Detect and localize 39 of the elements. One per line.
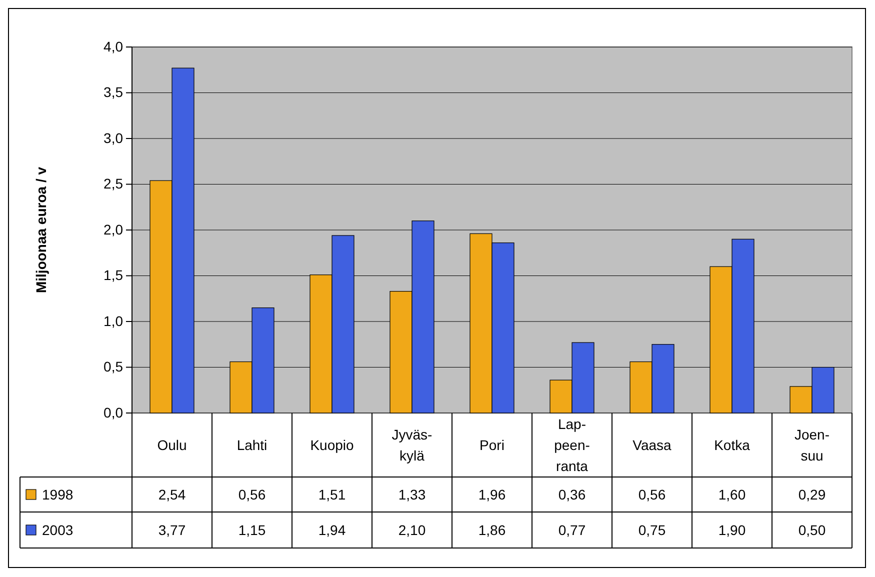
data-label: 1,90	[718, 522, 746, 538]
y-tick-label: 3,0	[104, 130, 124, 146]
data-label: 1,94	[318, 522, 346, 538]
data-label: 0,36	[558, 486, 586, 502]
data-label: 0,29	[798, 486, 826, 502]
data-label: 0,50	[798, 522, 826, 538]
x-tick-label: Jyväs-kylä	[392, 426, 433, 464]
data-label: 0,56	[238, 486, 266, 502]
y-tick-label: 1,5	[104, 267, 124, 284]
y-tick-label: 3,5	[104, 84, 124, 100]
data-label: 1,96	[478, 486, 506, 502]
x-tick-label: Kuopio	[310, 437, 354, 453]
data-label: 1,33	[398, 486, 426, 502]
x-tick-label: Vaasa	[632, 437, 672, 453]
y-tick-label: 4,0	[104, 38, 124, 54]
y-tick-label: 1,0	[104, 312, 124, 329]
legend-label: 2003	[42, 522, 74, 538]
data-label: 1,51	[318, 486, 346, 502]
data-label: 2,54	[158, 486, 186, 502]
x-tick-label: Oulu	[157, 437, 187, 453]
data-label: 1,60	[718, 486, 746, 502]
data-label: 0,77	[558, 522, 586, 538]
data-label: 3,77	[158, 522, 186, 538]
x-tick-label: Kotka	[714, 437, 750, 453]
data-label: 0,56	[638, 486, 666, 502]
data-label: 2,10	[398, 522, 426, 538]
y-tick-label: 2,0	[104, 221, 124, 238]
x-tick-label: Joen-suu	[794, 426, 830, 464]
y-tick-label: 0,5	[104, 358, 124, 375]
data-label: 0,75	[638, 522, 666, 538]
x-tick-label: Lap-peen-ranta	[554, 416, 590, 474]
y-tick-label: 2,5	[104, 176, 124, 192]
legend-label: 1998	[42, 486, 74, 502]
data-label: 1,15	[238, 522, 266, 538]
data-label: 1,86	[478, 522, 506, 538]
y-tick-label: 0,0	[104, 404, 124, 420]
x-tick-label: Lahti	[236, 437, 268, 453]
y-axis-title: Miljoonaa euroa / v	[33, 166, 49, 294]
x-tick-label: Pori	[480, 437, 504, 453]
